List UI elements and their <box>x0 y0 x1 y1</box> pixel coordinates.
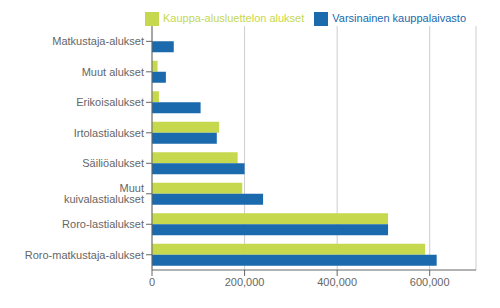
svg-text:Muut alukset: Muut alukset <box>82 66 144 78</box>
svg-text:Säiliöalukset: Säiliöalukset <box>82 157 144 169</box>
svg-text:0: 0 <box>149 276 155 288</box>
svg-text:Matkustaja-alukset: Matkustaja-alukset <box>52 35 144 47</box>
svg-text:Muutkuivalastialukset: Muutkuivalastialukset <box>64 182 144 205</box>
svg-text:400,000: 400,000 <box>317 276 357 288</box>
html-text:Varsinainen kauppalaivasto: Varsinainen kauppalaivasto <box>332 12 466 24</box>
svg-text:Roro-lastialukset: Roro-lastialukset <box>62 218 144 230</box>
html-text:Kauppa-alusluettelon alukset: Kauppa-alusluettelon alukset <box>163 12 305 24</box>
svg-text:Roro-matkustaja-alukset: Roro-matkustaja-alukset <box>25 249 144 261</box>
svg-text:Erikoisalukset: Erikoisalukset <box>76 96 144 108</box>
svg-text:600,000: 600,000 <box>410 276 450 288</box>
svg-text:Irtolastialukset: Irtolastialukset <box>74 127 144 139</box>
svg-text:200,000: 200,000 <box>225 276 265 288</box>
